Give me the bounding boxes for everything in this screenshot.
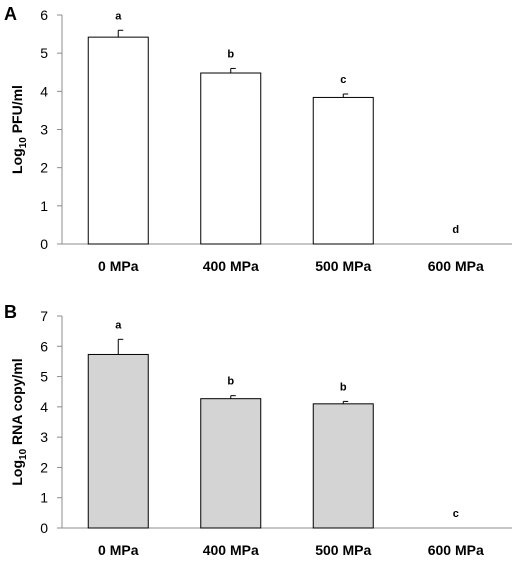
bar-group: b 400 MPa <box>200 376 262 558</box>
chart-panel-a: A 0 1 2 3 4 5 6 Log10 PFU/ml a 0 MPa b 400 MPa c 500 M… <box>4 4 512 274</box>
y-tick-label: 6 <box>40 7 48 23</box>
significance-label: c <box>340 74 346 86</box>
bar-group: b 400 MPa <box>200 48 262 274</box>
y-tick-label: 6 <box>40 338 48 354</box>
y-tick-label: 7 <box>40 308 48 324</box>
y-axis-label: Log10 RNA copy/ml <box>9 358 29 485</box>
chart-panel-b: B 0 1 2 3 4 5 6 7 Log10 RNA copy/ml a 0 MPa b 400 MPa… <box>4 302 512 558</box>
significance-label: b <box>340 381 347 393</box>
bar <box>200 398 262 529</box>
significance-label: c <box>453 508 459 520</box>
x-tick-label: 0 MPa <box>98 542 139 558</box>
bar <box>312 403 374 529</box>
y-tick-label: 4 <box>40 399 48 415</box>
bar-group: a 0 MPa <box>87 10 149 274</box>
significance-label: d <box>452 224 459 236</box>
bar <box>87 353 149 529</box>
y-tick-label: 3 <box>40 429 48 445</box>
y-tick-label: 3 <box>40 122 48 138</box>
bar <box>87 36 149 245</box>
x-tick-label: 600 MPa <box>428 542 484 558</box>
y-tick-label: 2 <box>40 459 48 475</box>
y-tick-label: 2 <box>40 160 48 176</box>
x-tick-label: 600 MPa <box>428 258 484 274</box>
x-tick-label: 0 MPa <box>98 258 139 274</box>
y-tick-label: 1 <box>40 490 48 506</box>
x-tick-label: 400 MPa <box>203 258 259 274</box>
bar-group: d 600 MPa <box>428 224 484 274</box>
y-tick-label: 0 <box>40 520 48 536</box>
bar-group: a 0 MPa <box>87 319 149 558</box>
y-tick-label: 5 <box>40 369 48 385</box>
x-tick-label: 400 MPa <box>203 542 259 558</box>
x-tick-label: 500 MPa <box>315 258 371 274</box>
bar <box>200 72 262 245</box>
significance-label: b <box>227 48 234 60</box>
bar-group: c 500 MPa <box>312 74 374 274</box>
panel-letter: B <box>4 302 17 322</box>
bar <box>312 96 374 245</box>
y-tick-label: 1 <box>40 198 48 214</box>
significance-label: a <box>115 319 122 331</box>
x-tick-label: 500 MPa <box>315 542 371 558</box>
significance-label: a <box>115 10 122 22</box>
y-tick-label: 0 <box>40 236 48 252</box>
significance-label: b <box>227 376 234 388</box>
y-axis-label: Log10 PFU/ml <box>9 85 29 174</box>
panel-letter: A <box>4 4 17 24</box>
y-tick-label: 5 <box>40 45 48 61</box>
bar-group: b 500 MPa <box>312 381 374 558</box>
y-tick-label: 4 <box>40 83 48 99</box>
bar-group: c 600 MPa <box>428 508 484 558</box>
